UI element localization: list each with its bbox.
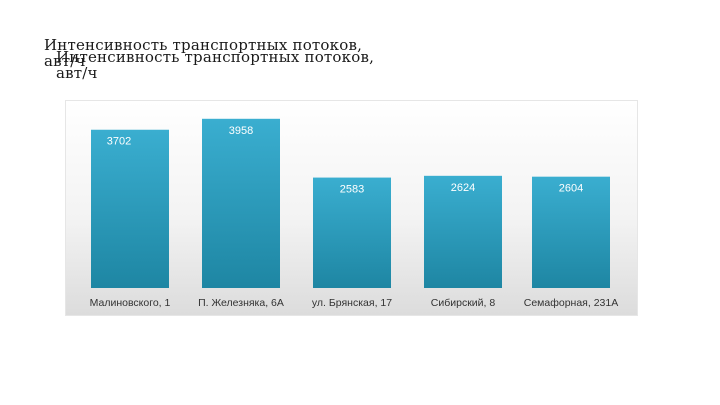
x-tick-label-1: Малиновского, 1 bbox=[90, 297, 171, 309]
x-tick-label-2: П. Железняка, 6А bbox=[198, 297, 284, 309]
bar-5 bbox=[532, 176, 610, 288]
data-label-1: 3702 bbox=[107, 136, 131, 148]
bar-2 bbox=[202, 118, 280, 288]
data-label-3: 2583 bbox=[340, 184, 364, 196]
chart-title-shadow-line-1: Интенсивность транспортных потоков, bbox=[56, 48, 375, 66]
data-label-4: 2624 bbox=[451, 182, 475, 194]
data-label-5: 2604 bbox=[559, 183, 583, 195]
x-tick-label-3: ул. Брянская, 17 bbox=[312, 297, 392, 309]
x-tick-label-4: Сибирский, 8 bbox=[431, 297, 496, 309]
chart-title: Интенсивность транспортных потоков, авт/… bbox=[44, 37, 444, 69]
x-tick-label-5: Семафорная, 231А bbox=[524, 297, 618, 309]
bar-3 bbox=[313, 177, 391, 288]
chart-title-line-1: Интенсивность транспортных потоков, bbox=[44, 36, 363, 54]
bar-4 bbox=[424, 175, 502, 288]
chart-title-shadow-line-2: авт/ч bbox=[56, 64, 98, 82]
chart-title-line-2: авт/ч bbox=[44, 52, 86, 70]
data-label-2: 3958 bbox=[229, 125, 253, 137]
chart-title-shadow: Интенсивность транспортных потоков, авт/… bbox=[56, 49, 456, 81]
bar-1 bbox=[91, 129, 169, 288]
